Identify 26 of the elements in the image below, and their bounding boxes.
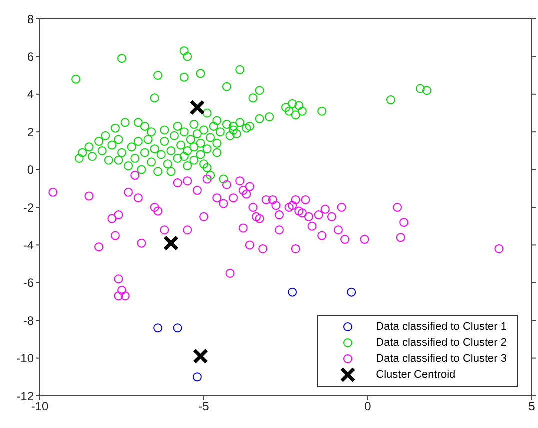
- point: [192, 372, 202, 382]
- x-tick-label: 5: [528, 400, 536, 414]
- y-tick-label: -2: [23, 200, 34, 215]
- legend-label: Data classified to Cluster 1: [376, 321, 507, 333]
- x-tick-label: 0: [364, 400, 372, 414]
- legend-label: Data classified to Cluster 2: [376, 337, 507, 349]
- legend-label: Cluster Centroid: [376, 369, 456, 381]
- y-tick-label: 8: [27, 12, 34, 26]
- point: [173, 324, 182, 333]
- y-tick-label: 6: [27, 50, 34, 64]
- point: [347, 288, 356, 297]
- y-tick-label: 4: [27, 88, 34, 102]
- y-tick-label: -12: [16, 389, 34, 404]
- y-tick-label: 2: [27, 125, 34, 140]
- y-tick-label: -6: [23, 276, 34, 290]
- y-tick-label: 0: [27, 163, 34, 178]
- legend-label: Data classified to Cluster 3: [376, 353, 507, 365]
- point: [190, 100, 206, 116]
- y-tick-label: -4: [23, 238, 34, 252]
- x-tick-label: -5: [198, 400, 210, 414]
- y-tick-label: -8: [23, 314, 34, 328]
- point: [288, 288, 298, 297]
- y-tick-label: -10: [16, 352, 34, 366]
- point: [192, 348, 208, 364]
- point: [154, 324, 163, 333]
- point: [163, 236, 179, 252]
